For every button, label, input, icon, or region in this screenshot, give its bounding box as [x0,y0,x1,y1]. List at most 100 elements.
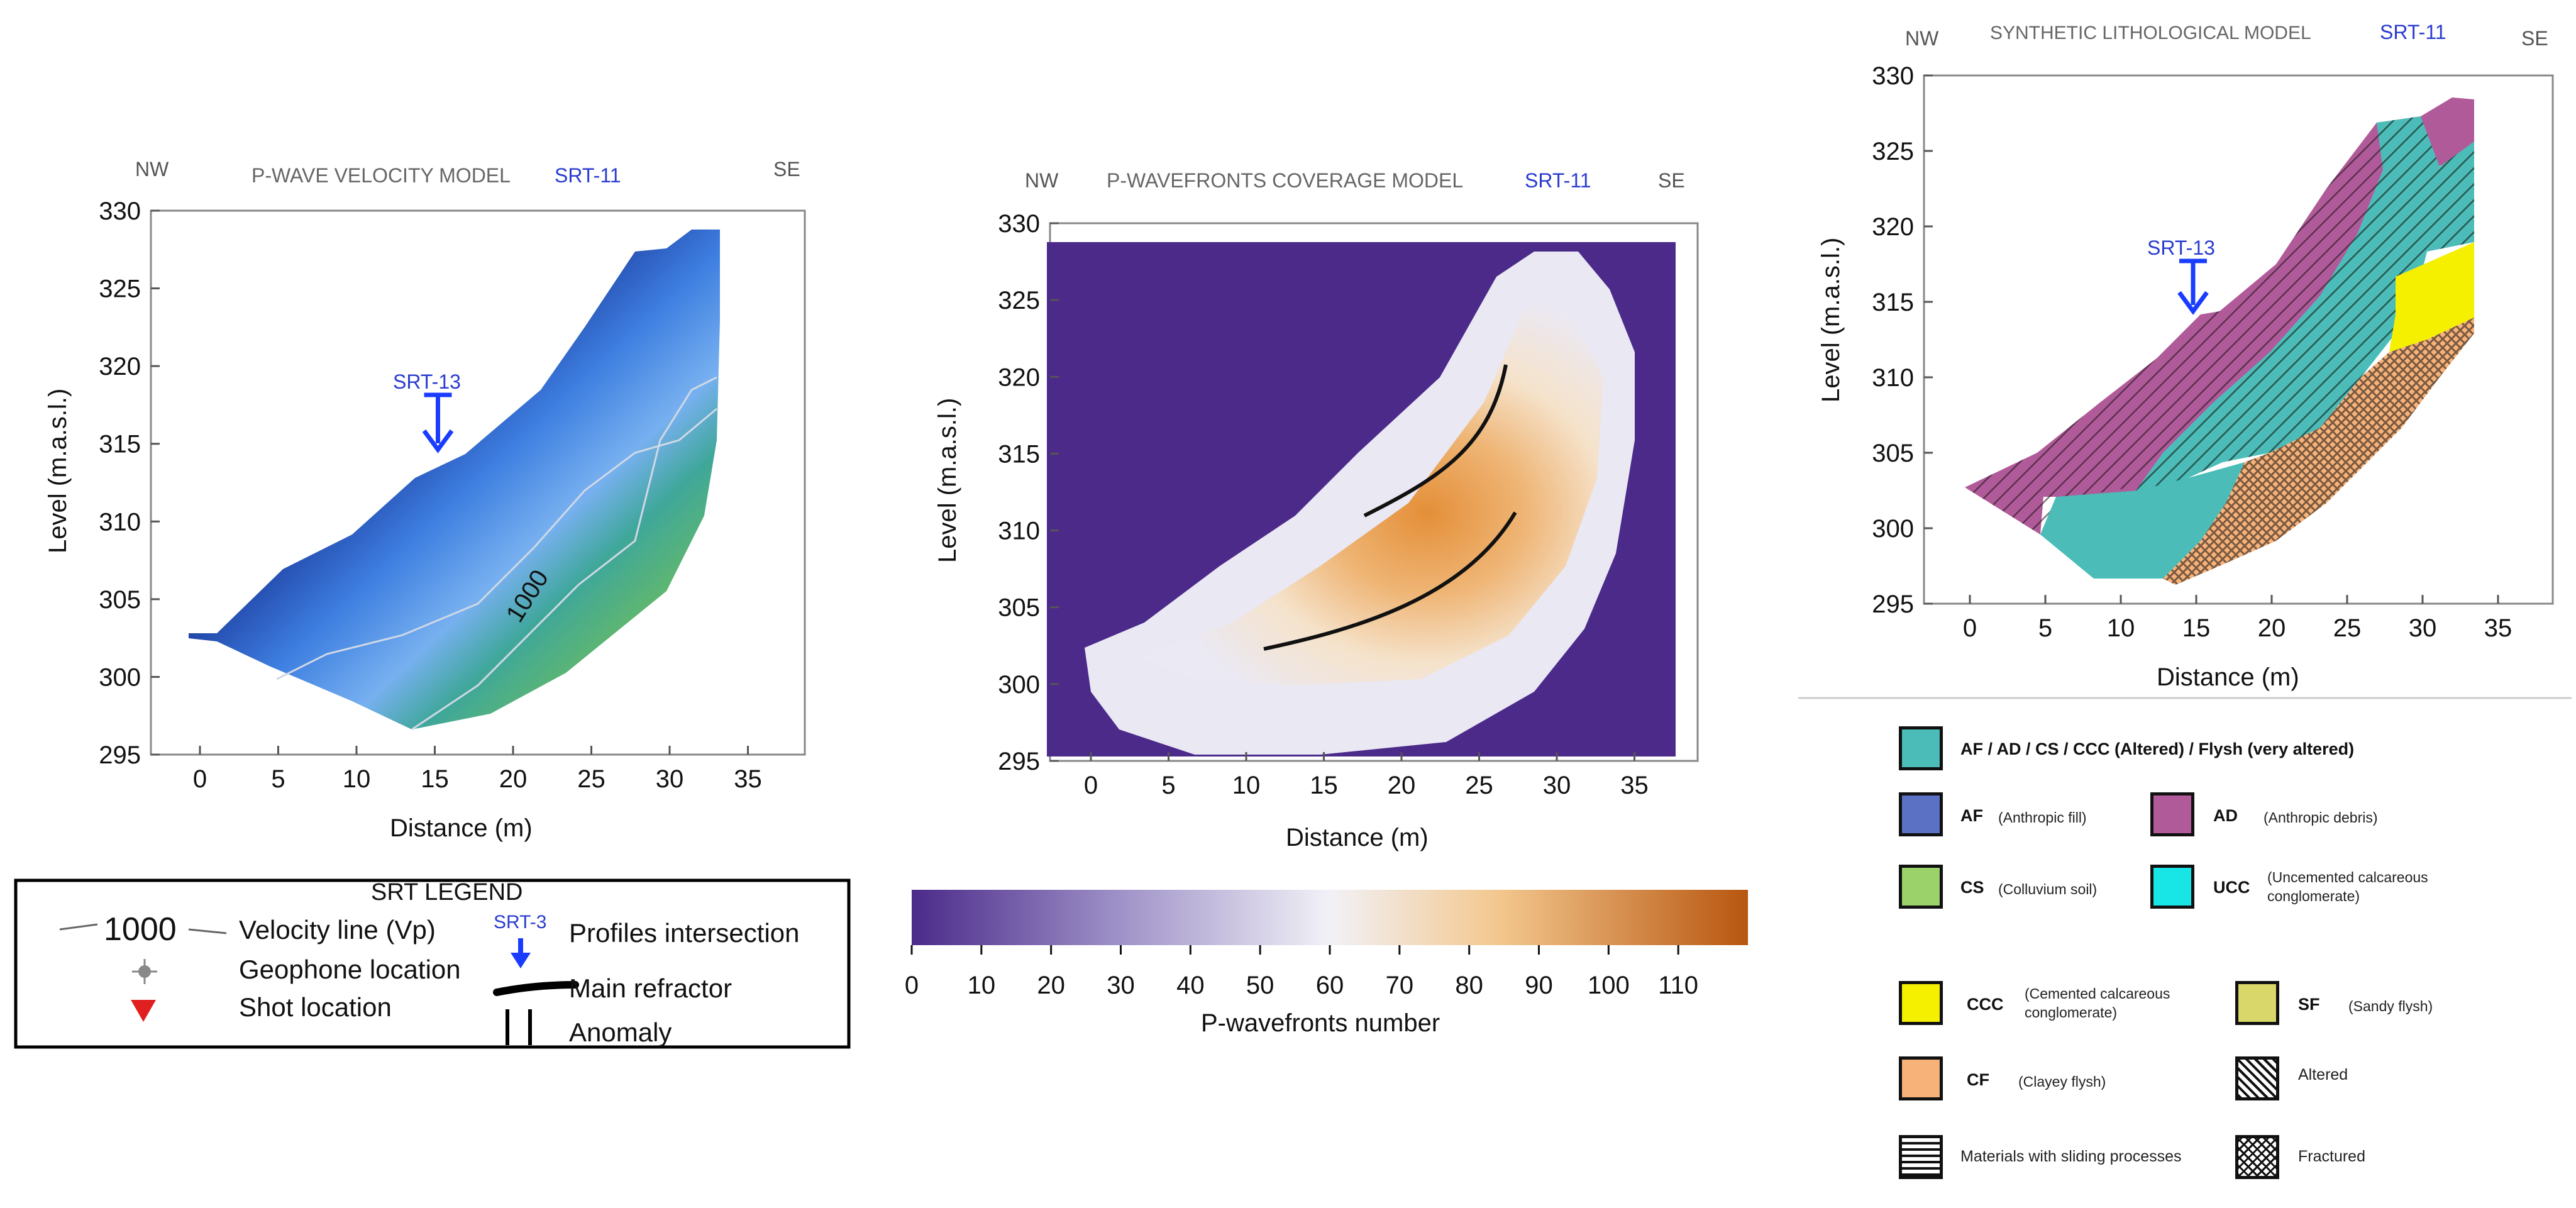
vp-contour-line-2 [411,376,717,731]
swatch-ucc-desc2: conglomerate) [2267,888,2360,904]
swatch-ad-desc: (Anthropic debris) [2264,809,2378,826]
vp-srt13-label: SRT-13 [393,370,461,393]
lit-left-dir: NW [1905,27,1939,50]
cov-ytick-label: 315 [998,440,1040,468]
lit-ytick-label: 295 [1872,590,1914,618]
velocity-model-chart: NW P-WAVE VELOCITY MODEL SRT-11 SE 1000 … [44,158,806,842]
lit-ylabel: Level (m.a.s.l.) [1817,238,1845,402]
lit-ytick-label: 300 [1872,515,1914,543]
vp-ytick-label: 320 [99,353,141,380]
cov-high-coverage-fan [1138,302,1603,685]
lit-ytick-label: 320 [1872,213,1914,241]
swatch-altered-mix-label: AF / AD / CS / CCC (Altered) / Flysh (ve… [1960,740,2355,758]
vp-xtick-label: 25 [577,765,605,793]
cov-ytick-label: 305 [998,594,1040,622]
swatch-sliding-hatch [1899,1135,1943,1179]
swatch-cf-desc: (Clayey flysh) [2018,1073,2106,1090]
cov-colorbar [912,890,1748,945]
cov-profile: SRT-11 [1525,169,1591,192]
vp-ytick-label: 305 [99,586,141,614]
swatch-af-code: AF [1960,806,1983,825]
lit-ytick-label: 330 [1872,62,1914,90]
swatch-cf [1899,1056,1943,1100]
srt-legend-graphics [14,878,851,1049]
cov-ytick-label: 325 [998,287,1040,314]
cov-ytick-label: 295 [998,748,1040,775]
cov-xlabel: Distance (m) [1286,824,1429,851]
lit-ccc-yellow-zone [2389,242,2474,352]
main-refractor-icon [493,981,579,996]
cov-title: P-WAVEFRONTS COVERAGE MODEL [1107,169,1463,192]
colorbar-tick-label: 110 [1658,972,1698,999]
cov-main-refractor-lower [1263,511,1517,651]
swatch-cf-code: CF [1967,1070,1989,1089]
colorbar-tick-label: 60 [1316,972,1344,999]
lit-srt13-label: SRT-13 [2147,236,2215,259]
swatch-af [1899,792,1943,836]
cov-xtick-label: 20 [1388,772,1416,799]
swatch-altered-hatch [2235,1056,2279,1100]
lit-debris-hatch [1965,116,2421,535]
cov-xtick-label: 0 [1084,772,1098,799]
vp-contour-line-1 [276,407,717,680]
vp-title: P-WAVE VELOCITY MODEL [252,164,511,187]
lit-right-dir: SE [2521,27,2548,50]
cov-xtick-label: 30 [1543,772,1571,799]
vp-xtick-label: 10 [343,765,371,793]
vp-xtick-label: 20 [499,765,528,793]
refractor-label: Main refractor [569,973,732,1003]
cov-right-dir: SE [1658,169,1685,192]
srt-legend-title: SRT LEGEND [371,879,523,906]
vp-xtick-label: 35 [734,765,762,793]
swatch-ad [2150,792,2194,836]
swatch-ccc-code: CCC [1967,995,2004,1014]
vp-intersection-arrow-icon [422,392,454,453]
vp-xtick-label: 30 [656,765,684,793]
colorbar-tick-label: 0 [905,972,919,999]
lit-xtick-label: 25 [2333,614,2362,642]
vp-velocity-field [189,230,720,729]
swatch-fractured-hatch [2235,1135,2279,1179]
vp-ytick-label: 310 [99,508,141,536]
swatch-ccc [1899,981,1943,1025]
vp-xlabel: Distance (m) [390,814,533,842]
vp-profile: SRT-11 [555,164,621,187]
cov-left-dir: NW [1025,169,1059,192]
swatch-sliding-label: Materials with sliding processes [1960,1148,2182,1165]
lit-xtick-label: 35 [2484,614,2512,642]
vp-ytick-label: 330 [99,197,141,225]
cov-xtick-label: 35 [1620,772,1649,799]
swatch-ucc-desc: (Uncemented calcareous [2267,869,2428,885]
lit-plot-frame [1923,74,2554,605]
srt-legend-box [14,878,851,1049]
swatch-ucc-code: UCC [2213,878,2250,897]
swatch-cs [1899,865,1943,909]
vp-ytick-label: 300 [99,663,141,691]
vp-xtick-label: 5 [271,765,285,793]
shot-icon [131,1000,156,1022]
lit-xlabel: Distance (m) [2157,663,2299,691]
velocity-value: 1000 [104,911,177,948]
swatch-sf-desc: (Sandy flysh) [2348,998,2433,1014]
profiles-intersection-icon [511,938,531,968]
vp-plot-frame [150,209,806,756]
lit-xtick-label: 0 [1963,614,1977,642]
lit-xtick-label: 20 [2258,614,2286,642]
colorbar-tick-label: 10 [968,972,996,999]
cov-ytick-label: 320 [998,363,1040,391]
lit-title: SYNTHETIC LITHOLOGICAL MODEL [1990,23,2311,43]
lit-xtick-label: 30 [2409,614,2437,642]
colorbar-tick-label: 100 [1588,972,1630,999]
arrow-head [422,429,454,453]
vp-xtick-label: 15 [421,765,449,793]
swatch-ucc [2150,865,2194,909]
colorbar-tick-label: 30 [1107,972,1135,999]
vp-ytick-label: 295 [99,741,141,769]
vp-left-dir: NW [135,158,169,180]
geophone-icon [132,959,157,984]
swatch-altered-mix [1899,726,1943,770]
cov-colorbar-label: P-wavefronts number [1201,1009,1440,1037]
lit-clayey-flysh-hatch [2163,318,2474,585]
cov-ylabel: Level (m.a.s.l.) [934,398,961,563]
